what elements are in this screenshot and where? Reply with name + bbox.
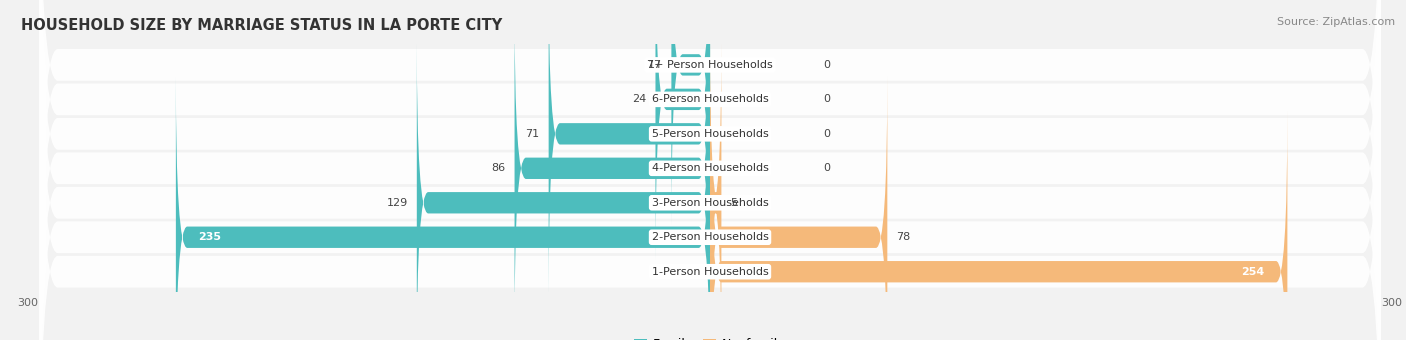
Text: 3-Person Households: 3-Person Households <box>651 198 769 208</box>
FancyBboxPatch shape <box>39 0 1381 340</box>
Text: 0: 0 <box>824 95 831 104</box>
Text: 235: 235 <box>198 232 222 242</box>
Text: 24: 24 <box>633 95 647 104</box>
Text: 0: 0 <box>824 163 831 173</box>
FancyBboxPatch shape <box>710 41 721 340</box>
FancyBboxPatch shape <box>548 0 710 295</box>
Text: 0: 0 <box>824 129 831 139</box>
Text: 78: 78 <box>897 232 911 242</box>
FancyBboxPatch shape <box>39 12 1381 340</box>
FancyBboxPatch shape <box>39 0 1381 325</box>
Text: 17: 17 <box>648 60 662 70</box>
Text: 86: 86 <box>491 163 506 173</box>
FancyBboxPatch shape <box>39 0 1381 340</box>
Text: 0: 0 <box>824 60 831 70</box>
FancyBboxPatch shape <box>515 6 710 330</box>
Text: 71: 71 <box>526 129 540 139</box>
FancyBboxPatch shape <box>655 0 710 261</box>
Text: 5: 5 <box>731 198 738 208</box>
FancyBboxPatch shape <box>39 0 1381 340</box>
Text: Source: ZipAtlas.com: Source: ZipAtlas.com <box>1277 17 1395 27</box>
Text: 2-Person Households: 2-Person Households <box>651 232 769 242</box>
FancyBboxPatch shape <box>710 75 887 340</box>
Text: 5-Person Households: 5-Person Households <box>651 129 769 139</box>
FancyBboxPatch shape <box>710 110 1288 340</box>
FancyBboxPatch shape <box>416 41 710 340</box>
Text: 4-Person Households: 4-Person Households <box>651 163 769 173</box>
FancyBboxPatch shape <box>39 0 1381 340</box>
FancyBboxPatch shape <box>176 75 710 340</box>
Text: 254: 254 <box>1241 267 1264 277</box>
Text: 7+ Person Households: 7+ Person Households <box>647 60 773 70</box>
FancyBboxPatch shape <box>672 0 710 226</box>
Text: HOUSEHOLD SIZE BY MARRIAGE STATUS IN LA PORTE CITY: HOUSEHOLD SIZE BY MARRIAGE STATUS IN LA … <box>21 18 502 33</box>
Text: 1-Person Households: 1-Person Households <box>651 267 769 277</box>
Text: 6-Person Households: 6-Person Households <box>651 95 769 104</box>
Text: 129: 129 <box>387 198 408 208</box>
Legend: Family, Nonfamily: Family, Nonfamily <box>630 333 790 340</box>
FancyBboxPatch shape <box>39 0 1381 340</box>
